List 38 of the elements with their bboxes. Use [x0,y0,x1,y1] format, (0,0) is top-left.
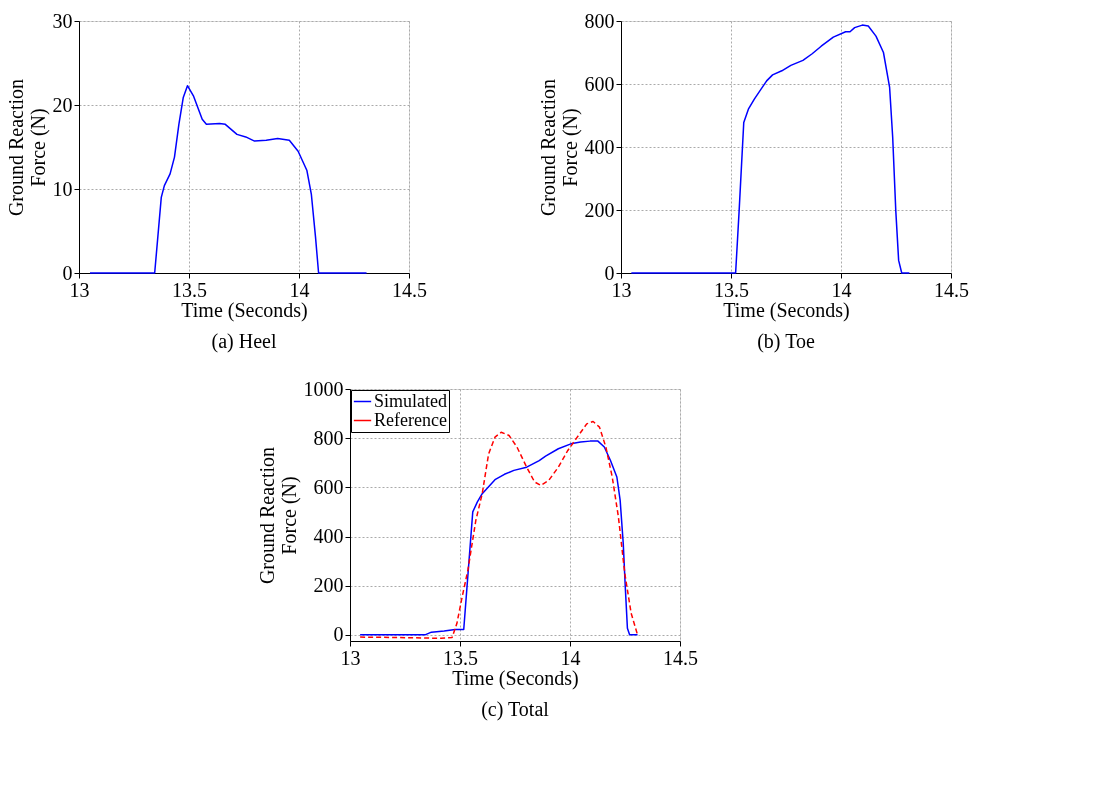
x-tick-label: 14.5 [934,278,969,301]
y-tick-label: 30 [52,9,73,32]
y-tick-label: 0 [333,623,344,646]
x-axis-title: Time (Seconds) [723,298,850,322]
y-tick-label: 0 [604,261,615,284]
y-tick-label: 800 [584,9,615,32]
y-tick-label: 200 [584,198,615,221]
y-axis-title: Ground Reaction Force (N) [536,78,582,217]
y-tick-label: 400 [313,525,344,548]
legend-label: Simulated [374,390,447,411]
y-tick-label: 1000 [303,377,344,400]
y-tick-label: 600 [313,475,344,498]
y-axis-title: Ground Reaction Force (N) [4,78,50,217]
x-tick-label: 13.5 [443,646,478,669]
y-tick-label: 0 [62,261,73,284]
text: (b) Toe [757,330,815,353]
text: (a) Heel [211,330,277,353]
y-tick-label: 400 [584,135,615,158]
x-tick-label: 13 [340,646,361,669]
y-axis-title: Ground Reaction Force (N) [255,446,301,585]
x-tick-label: 13.5 [172,278,207,301]
x-tick-label: 14.5 [663,646,698,669]
x-tick-label: 13.5 [714,278,749,301]
y-tick-label: 20 [52,93,73,116]
x-tick-label: 14 [560,646,581,669]
y-tick-label: 200 [313,574,344,597]
line-series [89,84,368,274]
y-tick-label: 600 [584,72,615,95]
x-tick-label: 14 [289,278,310,301]
text: (c) Total [481,698,550,721]
x-axis-title: Time (Seconds) [181,298,308,322]
x-tick-label: 14 [831,278,852,301]
line-series [630,24,911,274]
y-tick-label: 10 [52,177,73,200]
legend-label: Reference [374,409,447,430]
x-tick-label: 14.5 [392,278,427,301]
y-tick-label: 800 [313,426,344,449]
x-axis-title: Time (Seconds) [452,666,579,690]
